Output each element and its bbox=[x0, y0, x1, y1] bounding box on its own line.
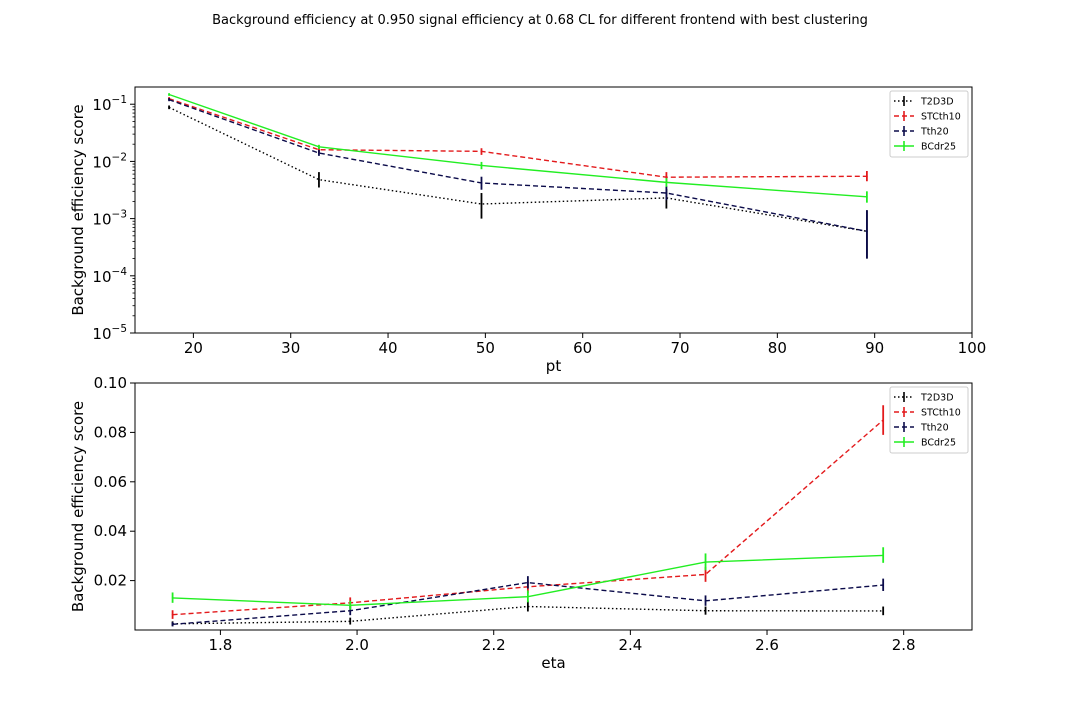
x-tick-label: 40 bbox=[378, 339, 397, 357]
data-point-T2D3D bbox=[168, 106, 170, 109]
y-tick-label-base: 10 bbox=[92, 96, 111, 114]
data-point-Tth20 bbox=[704, 600, 707, 602]
data-point-Tth20 bbox=[349, 609, 352, 612]
x-tick-label: 60 bbox=[573, 339, 592, 357]
data-point-T2D3D bbox=[480, 203, 483, 205]
legend: T2D3D STCth10 Tth20 BCdr25 bbox=[889, 90, 969, 158]
data-point-Tth20 bbox=[168, 98, 170, 101]
series-Tth20 bbox=[168, 98, 868, 259]
data-point-STCth10 bbox=[665, 176, 668, 178]
data-point-BCdr25 bbox=[527, 595, 529, 598]
data-point-Tth20 bbox=[866, 230, 868, 233]
x-tick-label: 80 bbox=[768, 339, 787, 357]
data-point-BCdr25 bbox=[866, 196, 868, 198]
y-tick-label-base: 10 bbox=[92, 211, 111, 229]
data-point-Tth20 bbox=[171, 623, 174, 626]
data-point-STCth10 bbox=[480, 150, 483, 153]
y-tick-label: 10−4 bbox=[92, 266, 127, 286]
legend: T2D3D STCth10 Tth20 BCdr25 bbox=[889, 386, 969, 454]
data-point-Tth20 bbox=[527, 581, 529, 584]
x-tick-label: 100 bbox=[958, 339, 987, 357]
y-tick-label: 0.08 bbox=[94, 423, 127, 441]
data-point-Tth20 bbox=[882, 584, 884, 586]
legend-label-BCdr25: BCdr25 bbox=[921, 438, 956, 449]
data-point-BCdr25 bbox=[665, 181, 668, 184]
x-tick-label: 1.8 bbox=[208, 636, 232, 654]
data-point-STCth10 bbox=[704, 573, 707, 576]
y-tick-label: 10−2 bbox=[92, 151, 127, 171]
y-tick-label: 10−3 bbox=[92, 209, 127, 229]
data-point-STCth10 bbox=[866, 175, 868, 178]
y-tick-label: 0.04 bbox=[94, 522, 127, 540]
legend-box bbox=[889, 386, 969, 454]
series-BCdr25 bbox=[168, 93, 868, 203]
x-tick-label: 2.8 bbox=[892, 636, 916, 654]
axes-frame bbox=[134, 382, 973, 631]
x-tick-label: 2.4 bbox=[618, 636, 642, 654]
y-tick-label-exponent: −3 bbox=[112, 209, 127, 221]
legend-label-BCdr25: BCdr25 bbox=[921, 142, 956, 153]
y-tick-label-exponent: −1 bbox=[112, 94, 127, 106]
x-tick-label: 2.2 bbox=[482, 636, 506, 654]
data-point-BCdr25 bbox=[168, 93, 170, 96]
legend-label-Tth20: Tth20 bbox=[920, 423, 949, 434]
y-tick-label: 0.02 bbox=[94, 572, 127, 590]
y-tick-label-base: 10 bbox=[92, 268, 111, 286]
data-point-Tth20 bbox=[480, 182, 483, 184]
y-tick-label: 10−1 bbox=[92, 94, 127, 114]
data-point-STCth10 bbox=[171, 613, 174, 616]
data-point-STCth10 bbox=[882, 419, 884, 421]
data-point-T2D3D bbox=[349, 620, 352, 623]
axes-frame bbox=[134, 86, 973, 334]
data-point-T2D3D bbox=[704, 609, 707, 612]
y-tick-label: 0.06 bbox=[94, 473, 127, 491]
legend-label-T2D3D: T2D3D bbox=[920, 97, 954, 108]
x-tick-label: 50 bbox=[476, 339, 495, 357]
x-tick-label: 90 bbox=[865, 339, 884, 357]
data-point-BCdr25 bbox=[480, 164, 483, 167]
y-tick-label-base: 10 bbox=[92, 153, 111, 171]
y-axis-label: Background efficiency score bbox=[69, 104, 87, 315]
series-line-Tth20 bbox=[172, 581, 884, 626]
legend-label-STCth10: STCth10 bbox=[921, 408, 961, 419]
x-tick-label: 2.0 bbox=[345, 636, 369, 654]
data-point-BCdr25 bbox=[318, 146, 320, 148]
plot-area bbox=[168, 93, 868, 259]
series-Tth20 bbox=[171, 576, 885, 627]
data-point-BCdr25 bbox=[882, 554, 884, 557]
x-tick-label: 30 bbox=[281, 339, 300, 357]
y-tick-label-exponent: −2 bbox=[112, 151, 127, 163]
data-point-T2D3D bbox=[882, 610, 884, 612]
x-tick-label: 2.6 bbox=[755, 636, 779, 654]
data-point-BCdr25 bbox=[704, 561, 707, 563]
y-axis-label: Background efficiency score bbox=[69, 401, 87, 612]
data-point-T2D3D bbox=[318, 178, 320, 181]
series-BCdr25 bbox=[171, 547, 885, 610]
legend-box bbox=[889, 90, 969, 158]
data-point-Tth20 bbox=[318, 152, 320, 154]
y-tick-label: 0.10 bbox=[94, 374, 127, 392]
legend-label-STCth10: STCth10 bbox=[921, 112, 961, 123]
data-point-T2D3D bbox=[527, 605, 529, 608]
eta-panel: 1.8 2.0 2.2 2.4 2.6 2.8 0.02 0.04 0.06 0.08 0.10 et… bbox=[69, 374, 973, 672]
figure-suptitle: Background efficiency at 0.950 signal ef… bbox=[212, 13, 868, 28]
x-axis-label: eta bbox=[541, 654, 565, 672]
x-tick-label: 70 bbox=[670, 339, 689, 357]
y-tick-label-exponent: −5 bbox=[112, 323, 127, 335]
data-point-BCdr25 bbox=[171, 597, 174, 599]
plot-area bbox=[171, 405, 885, 627]
data-point-BCdr25 bbox=[349, 604, 352, 607]
data-point-Tth20 bbox=[665, 192, 668, 194]
y-tick-label-exponent: −4 bbox=[112, 266, 128, 278]
x-axis-label: pt bbox=[546, 357, 562, 375]
pt-panel: 20 30 40 50 60 70 80 90 10010−510−410−310−210−1p… bbox=[69, 86, 987, 375]
y-tick-label-base: 10 bbox=[92, 325, 111, 343]
legend-label-T2D3D: T2D3D bbox=[920, 393, 954, 404]
x-tick-label: 20 bbox=[184, 339, 203, 357]
series-line-T2D3D bbox=[172, 605, 884, 625]
legend-label-Tth20: Tth20 bbox=[920, 127, 949, 138]
y-tick-label: 10−5 bbox=[92, 323, 127, 343]
